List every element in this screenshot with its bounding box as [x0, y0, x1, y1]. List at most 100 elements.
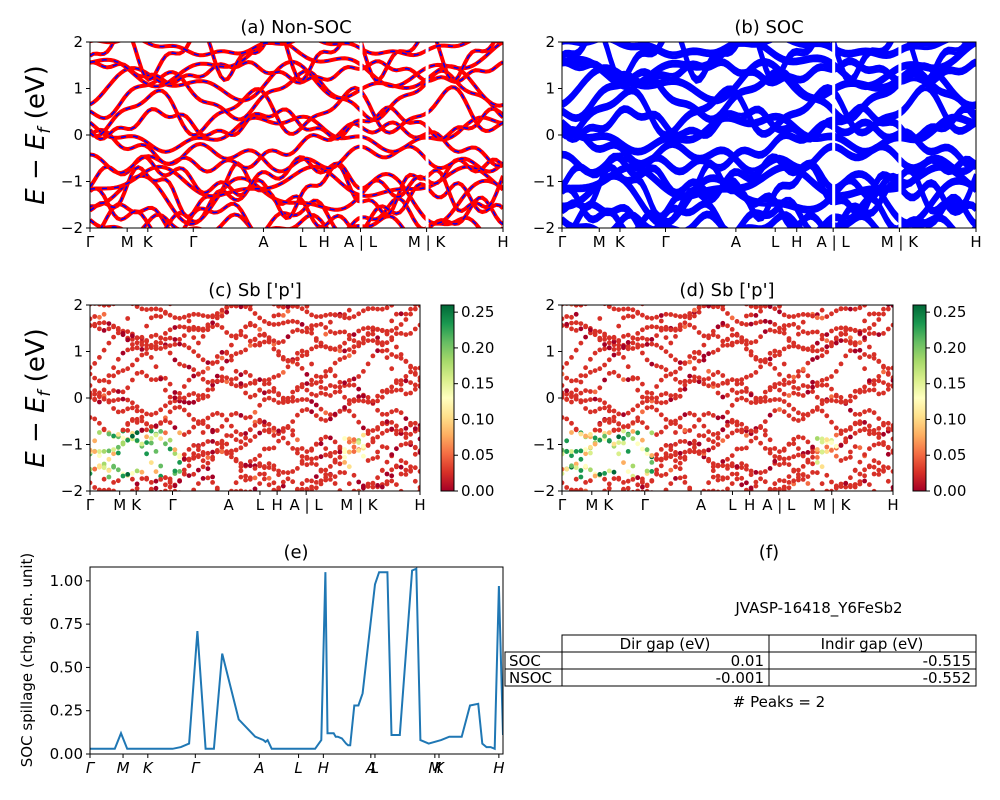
panel-c-point	[417, 383, 420, 388]
panel-d-point	[862, 366, 867, 372]
panel-c-point	[144, 411, 150, 417]
panel-d-point	[805, 450, 811, 455]
panel-d-point	[677, 387, 683, 393]
panel-d-point	[881, 311, 886, 317]
panel-d-point	[810, 449, 815, 455]
panel-c-ylabel: E − Ef (eV)	[21, 328, 55, 468]
panel-c-point	[375, 393, 380, 399]
panel-d-point	[611, 347, 617, 352]
panel-d-point	[710, 445, 716, 451]
panel-d-point	[890, 450, 893, 455]
panel-a-xtick-label: M | K	[408, 233, 447, 251]
panel-c-point	[247, 306, 253, 312]
panel-d-point	[729, 471, 735, 477]
panel-c-point	[418, 290, 423, 295]
panel-c-point	[280, 397, 286, 403]
panel-d-point	[562, 383, 565, 388]
panel-c-point	[200, 369, 206, 375]
panel-d-point	[796, 446, 801, 451]
panel-d-point	[814, 394, 820, 400]
panel-c-point	[257, 340, 263, 346]
panel-a-xtick-label: L	[299, 233, 308, 251]
panel-c-point	[233, 333, 239, 339]
panel-c-point	[337, 449, 343, 455]
panel-d-point	[772, 446, 778, 451]
panel-d-point	[635, 403, 641, 409]
panel-d-point	[885, 326, 891, 332]
panel-d-point	[597, 337, 603, 343]
panel-c-point	[115, 478, 121, 484]
panel-d-point	[734, 419, 740, 425]
panel-d-point	[673, 450, 678, 455]
panel-c-point	[408, 369, 413, 375]
panel-c-point	[403, 332, 409, 337]
panel-d-point	[758, 470, 763, 476]
panel-c-point	[229, 433, 234, 439]
panel-c-point	[90, 371, 93, 377]
panel-c-point	[181, 432, 187, 437]
panel-c-point	[167, 484, 173, 490]
panel-d-point	[810, 454, 815, 460]
panel-c-point	[196, 340, 201, 346]
panel-a-ylabel: E − Ef (eV)	[21, 65, 55, 205]
panel-c-point	[229, 305, 234, 309]
panel-d-point	[715, 390, 721, 396]
panel-d-point	[857, 411, 863, 417]
panel-c-point	[205, 415, 211, 421]
panel-c-point	[238, 439, 244, 445]
panel-d-point	[881, 467, 886, 473]
panel-d-point	[663, 391, 669, 396]
panel-c-point	[403, 472, 409, 477]
panel-d-point	[588, 409, 593, 415]
panel-d-point	[625, 332, 631, 338]
panel-d-point	[753, 305, 759, 310]
panel-c-point	[238, 468, 244, 474]
panel-c-point	[106, 379, 112, 385]
panel-d-point	[762, 329, 768, 334]
panel-d-point	[843, 398, 849, 404]
panel-a-xtick-label: H	[319, 233, 330, 251]
panel-d-point	[725, 336, 730, 342]
panel-c-point	[356, 479, 362, 485]
panel-d-point	[800, 329, 806, 335]
panel-d-point	[602, 333, 607, 339]
panel-c-point	[153, 364, 159, 370]
panel-d-point	[739, 321, 745, 326]
panel-c-point	[365, 338, 371, 343]
panel-d-point	[602, 488, 607, 491]
panel-d-point	[578, 468, 584, 473]
panel-d-point	[833, 483, 839, 489]
panel-c-point	[356, 290, 361, 295]
panel-c-point	[361, 398, 366, 404]
panel-c-point	[139, 441, 145, 447]
panel-d-point	[649, 341, 655, 347]
panel-d-point	[848, 339, 853, 345]
panel-c-point	[134, 481, 140, 487]
panel-d-point	[569, 326, 574, 332]
panel-c-point	[313, 402, 319, 408]
panel-d-point	[819, 464, 825, 470]
panel-a-ytick-label: −2	[61, 219, 83, 237]
panel-d-point	[857, 347, 863, 353]
panel-d-point	[583, 406, 588, 411]
panel-d-point	[635, 418, 641, 424]
panel-c-point	[346, 481, 352, 487]
panel-c-point	[323, 467, 329, 473]
panel-c-point	[337, 444, 343, 450]
panel-c-point	[191, 327, 197, 332]
panel-d-point	[781, 361, 787, 367]
panel-d-cbar-tick-label: 0.20	[933, 339, 966, 357]
panel-d-point	[800, 464, 806, 469]
panel-d-point	[748, 312, 754, 318]
panel-c-point	[266, 482, 272, 488]
panel-d-point	[597, 472, 603, 477]
panel-c-point	[163, 418, 168, 424]
panel-c-point	[219, 350, 225, 355]
panel-c-point	[398, 488, 404, 491]
panel-b-ytick-label: −1	[533, 173, 555, 191]
panel-c-point	[280, 370, 286, 375]
panel-c-point	[351, 437, 357, 443]
panel-c-point	[186, 412, 192, 418]
panel-d-point	[602, 471, 607, 476]
